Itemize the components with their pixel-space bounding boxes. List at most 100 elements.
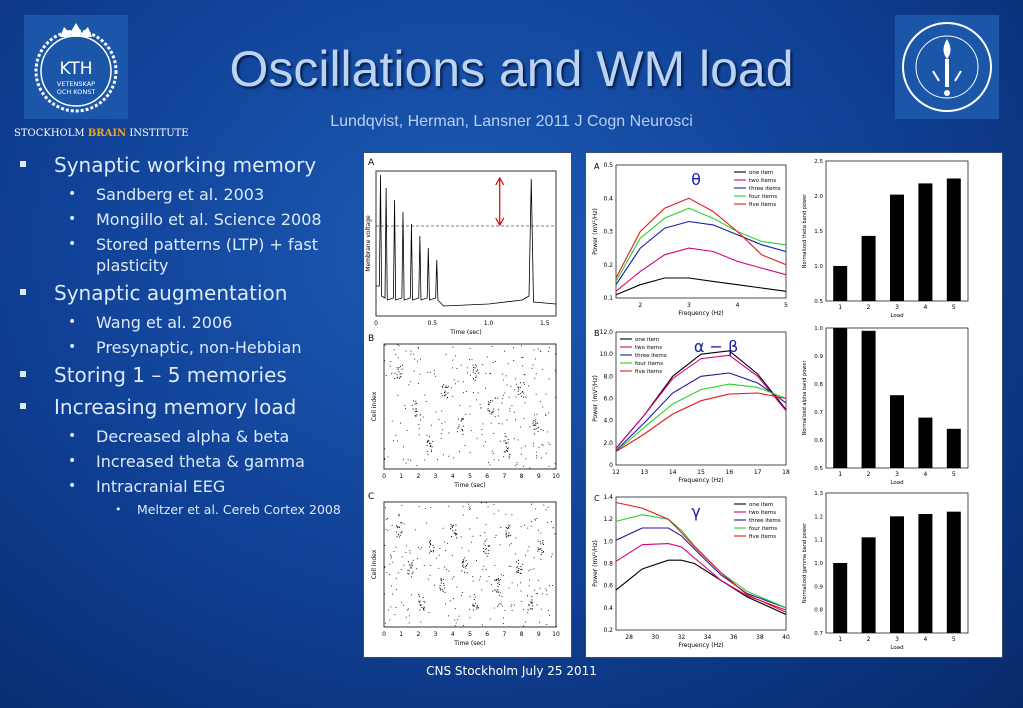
burst-dot xyxy=(508,527,510,529)
spike-dot xyxy=(555,371,557,373)
burst-dot xyxy=(537,431,539,433)
burst-dot xyxy=(488,545,490,547)
spike-dot xyxy=(501,423,503,425)
burst-dot xyxy=(462,433,464,435)
burst-dot xyxy=(399,535,401,537)
spike-dot xyxy=(462,381,464,383)
spike-dot xyxy=(485,441,487,443)
spike-dot xyxy=(533,414,535,416)
spike-dot xyxy=(494,416,496,418)
burst-dot xyxy=(484,551,486,553)
burst-dot xyxy=(473,594,475,596)
burst-dot xyxy=(473,366,475,368)
tick-label: 0.6 xyxy=(814,438,823,444)
spike-dot xyxy=(504,610,506,611)
spike-dot xyxy=(550,556,552,558)
burst-dot xyxy=(447,392,449,394)
spike-dot xyxy=(436,557,438,559)
burst-dot xyxy=(540,543,542,545)
spike-dot xyxy=(447,615,449,617)
burst-dot xyxy=(509,525,511,527)
axis-label: Time (sec) xyxy=(453,482,485,489)
burst-dot xyxy=(444,392,446,394)
spike-dot xyxy=(405,616,407,618)
burst-dot xyxy=(421,606,423,608)
spike-dot xyxy=(534,518,536,520)
burst-dot xyxy=(505,527,507,529)
burst-dot xyxy=(398,526,400,528)
band-symbol: α − β xyxy=(694,337,738,356)
spike-dot xyxy=(529,467,531,469)
spike-dot xyxy=(396,440,398,442)
spike-dot xyxy=(426,451,428,453)
burst-dot xyxy=(541,549,543,551)
spike-dot xyxy=(504,435,506,437)
axis-label: Cell index xyxy=(371,549,378,579)
tick-label: 1 xyxy=(838,471,842,478)
burst-dot xyxy=(429,436,431,438)
spike-dot xyxy=(500,603,502,605)
burst-dot xyxy=(523,396,525,398)
slide-footer: CNS Stockholm July 25 2011 xyxy=(426,664,597,678)
spike-dot xyxy=(408,622,410,624)
spike-dot xyxy=(527,612,529,614)
burst-dot xyxy=(506,449,508,451)
burst-dot xyxy=(456,431,458,433)
spike-dot xyxy=(535,519,537,521)
burst-dot xyxy=(531,602,533,604)
sub-bullet-text: Presynaptic, non-Hebbian xyxy=(96,338,302,357)
burst-dot xyxy=(430,550,432,552)
burst-dot xyxy=(396,525,398,527)
spike-dot xyxy=(469,359,470,361)
legend-label: one item xyxy=(749,170,773,176)
bullet-text: Synaptic augmentation xyxy=(54,281,288,305)
burst-dot xyxy=(485,548,487,550)
burst-dot xyxy=(517,571,519,573)
burst-dot xyxy=(519,382,521,384)
burst-dot xyxy=(496,579,498,581)
tick-label: 3 xyxy=(434,473,438,480)
spike-dot xyxy=(483,445,485,447)
burst-dot xyxy=(543,551,545,553)
spike-dot xyxy=(527,527,529,529)
spike-dot xyxy=(471,359,473,361)
burst-dot xyxy=(487,401,489,403)
tick-label: 1.2 xyxy=(814,514,823,520)
burst-dot xyxy=(537,549,539,551)
spike-dot xyxy=(476,560,477,561)
spike-dot xyxy=(548,378,550,380)
burst-dot xyxy=(465,560,467,562)
spike-dot xyxy=(546,431,548,433)
burst-dot xyxy=(399,375,401,377)
burst-dot xyxy=(414,403,416,405)
spike-dot xyxy=(421,547,423,549)
spike-dot xyxy=(525,397,527,399)
spike-dot xyxy=(523,373,525,375)
spike-dot xyxy=(506,419,508,421)
tick-label: 2 xyxy=(867,471,871,478)
spike-dot xyxy=(498,578,500,580)
series-line xyxy=(615,383,787,453)
spike-dot xyxy=(505,436,507,438)
spike-dot xyxy=(444,592,446,593)
sub-bullet-text: Wang et al. 2006 xyxy=(96,313,233,332)
spike-dot xyxy=(531,503,532,505)
tick-label: 0.5 xyxy=(814,299,823,305)
burst-dot xyxy=(431,446,433,448)
spike-dot xyxy=(387,530,389,532)
spike-dot xyxy=(409,550,411,552)
spike-dot xyxy=(497,397,499,399)
tick-label: 2 xyxy=(867,304,871,311)
burst-dot xyxy=(535,418,537,420)
tick-label: 5 xyxy=(952,636,956,643)
spike-dot xyxy=(462,564,464,566)
spike-dot xyxy=(391,372,393,374)
spike-dot xyxy=(511,514,513,516)
burst-dot xyxy=(442,385,444,387)
spike-dot xyxy=(522,357,524,358)
burst-dot xyxy=(492,400,494,402)
tick-label: 17 xyxy=(754,469,762,476)
spike-dot xyxy=(387,456,389,458)
burst-dot xyxy=(474,602,476,604)
burst-dot xyxy=(398,367,400,369)
